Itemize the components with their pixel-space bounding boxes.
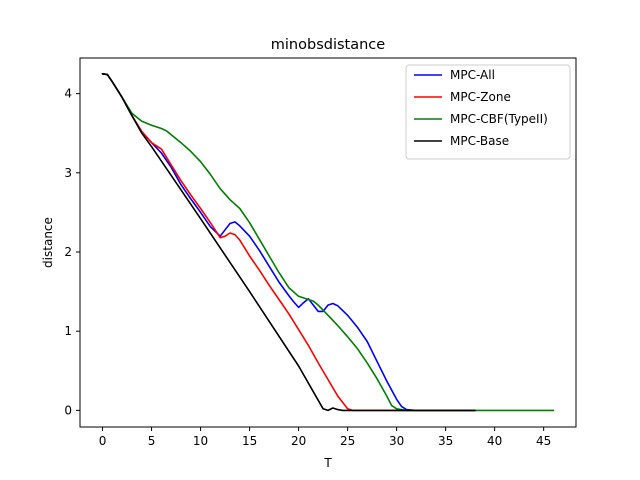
legend-label: MPC-Base bbox=[450, 134, 509, 148]
x-tick-label: 45 bbox=[536, 434, 551, 448]
ticks-layer: 0 5 10 15 20 25 30 35 40 45 0 1 2 3 4 bbox=[64, 87, 551, 448]
y-axis-label: distance bbox=[41, 217, 55, 268]
x-tick-label: 10 bbox=[193, 434, 208, 448]
x-tick-label: 15 bbox=[242, 434, 257, 448]
series-line-2 bbox=[101, 73, 555, 412]
y-tick-label: 1 bbox=[64, 324, 72, 338]
series-layer bbox=[101, 73, 555, 412]
x-tick-label: 40 bbox=[487, 434, 502, 448]
x-tick-label: 0 bbox=[99, 434, 107, 448]
chart-title: minobsdistance bbox=[271, 37, 385, 53]
x-tick-label: 30 bbox=[389, 434, 404, 448]
series-line-0 bbox=[101, 73, 476, 412]
legend-label: MPC-Zone bbox=[450, 90, 511, 104]
y-tick-label: 0 bbox=[64, 403, 72, 417]
x-tick-label: 35 bbox=[438, 434, 453, 448]
legend-label: MPC-CBF(TypeII) bbox=[450, 112, 548, 126]
x-tick-label: 20 bbox=[291, 434, 306, 448]
plot-frame bbox=[79, 57, 577, 428]
series-line-1 bbox=[101, 73, 476, 412]
legend: MPC-All MPC-Zone MPC-CBF(TypeII) MPC-Base bbox=[405, 64, 571, 160]
x-axis-label: T bbox=[323, 456, 332, 470]
y-tick-label: 4 bbox=[64, 87, 72, 101]
y-tick-label: 3 bbox=[64, 166, 72, 180]
legend-label: MPC-All bbox=[450, 68, 495, 82]
legend-box bbox=[405, 64, 571, 160]
series-line-3 bbox=[101, 73, 476, 412]
x-tick-label: 5 bbox=[148, 434, 156, 448]
y-tick-label: 2 bbox=[64, 245, 72, 259]
x-tick-label: 25 bbox=[340, 434, 355, 448]
